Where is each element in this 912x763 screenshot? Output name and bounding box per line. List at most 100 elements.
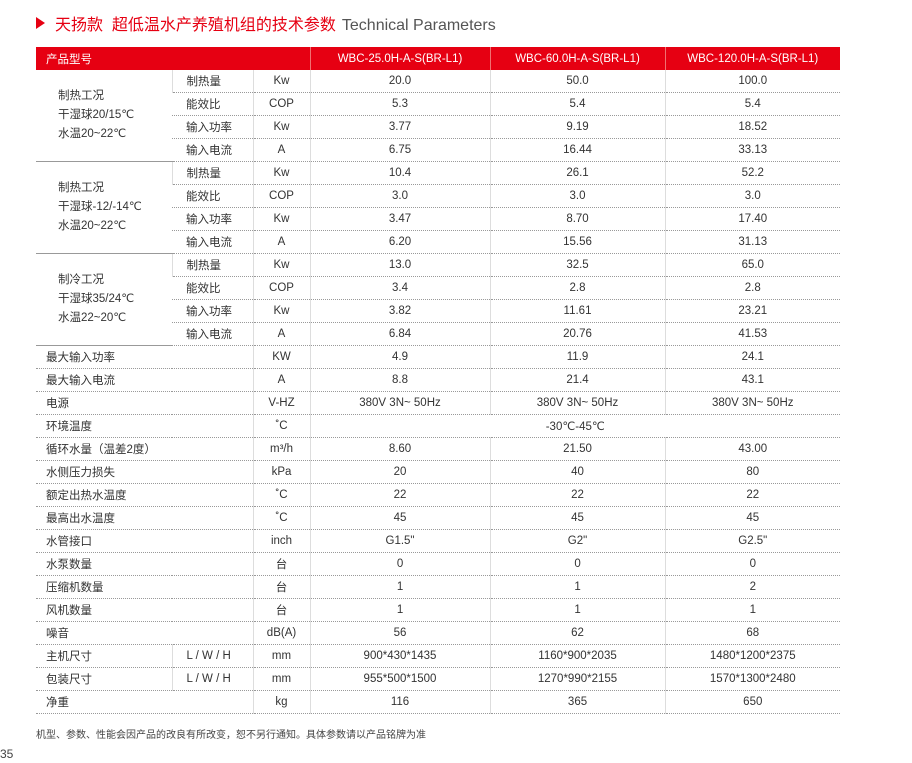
table-row: 制冷工况 干湿球35/24℃ 水温22~20℃ 制热量 Kw 13.0 32.5 65.0 [36,253,841,346]
page-number: 35 [0,747,14,761]
row-label: 输入电流 [172,230,253,254]
table-row: 制热工况 干湿球20/15℃ 水温20~22℃ 制热量 Kw 20.0 50.0 100.0 [36,70,841,162]
value-cell: 23.21 [664,299,841,323]
table-row: 最大输入功率 KW 4.9 11.9 24.1 [36,345,841,369]
value-cell: 900*430*1435 [309,644,491,668]
table-row: 输入电流 A 6.75 16.44 33.13 [36,138,841,162]
value-cell: 380V 3N~ 50Hz [664,391,841,415]
unit-cell: ˚C [252,506,311,530]
value-cell: 21.4 [489,368,666,392]
group-label-line: 水温20~22℃ [58,220,127,232]
table-row: 水泵数量台 0 0 0 [36,552,841,576]
table-row: 能效比 COP 5.3 5.4 5.4 [36,92,841,116]
value-cell: 3.4 [309,276,491,300]
header-cell: 产品型号 [36,47,311,70]
value-cell: 68 [664,621,841,645]
spec-table: 产品型号 WBC-25.0H-A-S(BR-L1) WBC-60.0H-A-S(BR… [36,47,841,714]
value-cell: 6.20 [309,230,491,254]
value-cell: 0 [664,552,841,576]
table-row: 最大输入电流 A 8.8 21.4 43.1 [36,368,841,392]
value-cell: 22 [489,483,666,507]
value-cell: 3.82 [309,299,491,323]
table-row: 输入功率 Kw 3.77 9.19 18.52 [36,115,841,139]
value-cell: 20.0 [309,70,491,93]
value-cell: 31.13 [664,230,841,254]
value-cell: 45 [664,506,841,530]
value-cell: 650 [664,690,841,714]
unit-cell: Kw [252,299,311,323]
value-cell: 80 [664,460,841,484]
value-cell: 43.1 [664,368,841,392]
unit-cell: mm [252,667,311,691]
table-row: 循环水量（温差2度） m³/h 8.60 21.50 43.00 [36,437,841,461]
table-row: 水侧压力损失 kPa 20 40 80 [36,460,841,484]
footnote: 机型、参数、性能会因产品的改良有所改变，恕不另行通知。具体参数请以产品铭牌为准 [36,730,426,741]
value-cell: 16.44 [489,138,666,162]
value-cell: 5.4 [489,92,666,116]
unit-cell: KW [252,345,311,369]
value-cell: 0 [489,552,666,576]
row-label: 循环水量（温差2度） [36,437,253,461]
unit-cell: Kw [252,115,311,139]
row-label: 额定出热水温度 [36,483,253,507]
unit-cell: A [252,322,311,346]
value-cell: 33.13 [664,138,841,162]
value-cell: 3.77 [309,115,491,139]
row-label: 水侧压力损失 [36,460,253,484]
value-cell: 955*500*1500 [309,667,491,691]
value-cell: 5.4 [664,92,841,116]
unit-cell: COP [252,184,311,208]
sub-label: L / W / H [171,644,253,668]
value-cell: 20 [309,460,491,484]
table-row: 水管接口 inch G1.5" G2" G2.5" [36,529,841,553]
row-label: 噪音 [36,621,253,645]
header-cell: WBC-25.0H-A-S(BR-L1) [309,47,491,70]
value-cell: 116 [309,690,491,714]
unit-cell: Kw [252,70,311,93]
value-cell: 1480*1200*2375 [664,644,841,668]
unit-cell: 台 [252,598,311,622]
value-cell: 100.0 [664,70,841,93]
row-label: 输入功率 [172,299,253,323]
table-row: 最高出水温度 ˚C 45 45 45 [36,506,841,530]
row-label: 水泵数量 [36,552,253,576]
value-cell: 3.0 [309,184,491,208]
table-row: 风机数量台 1 1 1 [36,598,841,622]
table-row: 额定出热水温度 ˚C 22 22 22 [36,483,841,507]
value-cell: 18.52 [664,115,841,139]
value-cell: 65.0 [664,253,841,277]
unit-cell: kPa [252,460,311,484]
value-cell: 52.2 [664,161,841,185]
value-cell: -30℃-45℃ [309,414,841,438]
group-label-line: 水温20~22℃ [58,128,127,140]
header-cell: WBC-60.0H-A-S(BR-L1) [489,47,666,70]
row-label: 最大输入功率 [36,345,253,369]
table-row: 噪音 dB(A) 56 62 68 [36,621,841,645]
header-row: 产品型号 WBC-25.0H-A-S(BR-L1) WBC-60.0H-A-S(BR… [36,47,841,70]
table-row: 制热工况 干湿球-12/-14℃ 水温20~22℃ 制热量 Kw 10.4 26.1 52.2 [36,161,841,254]
unit-cell: COP [252,92,311,116]
value-cell: 6.84 [309,322,491,346]
group-label: 制冷工况 干湿球35/24℃ 水温22~20℃ [36,253,172,346]
row-label: 制热量 [171,161,253,185]
value-cell: 2.8 [489,276,666,300]
value-cell: 32.5 [489,253,666,277]
value-cell: 8.60 [309,437,491,461]
value-cell: 24.1 [664,345,841,369]
unit-cell: A [252,230,311,254]
value-cell: 17.40 [664,207,841,231]
value-cell: 50.0 [489,70,666,93]
value-cell: 45 [309,506,491,530]
group-label-line: 干湿球-12/-14℃ [58,201,142,213]
value-cell: 20.76 [489,322,666,346]
value-cell: 9.19 [489,115,666,139]
row-label: 输入电流 [172,138,253,162]
value-cell: 22 [664,483,841,507]
value-cell: 2 [664,575,841,599]
row-label: 输入电流 [172,322,253,346]
header-cell: WBC-120.0H-A-S(BR-L1) [664,47,841,70]
value-cell: 0 [309,552,491,576]
value-cell: 62 [489,621,666,645]
value-cell: 21.50 [489,437,666,461]
